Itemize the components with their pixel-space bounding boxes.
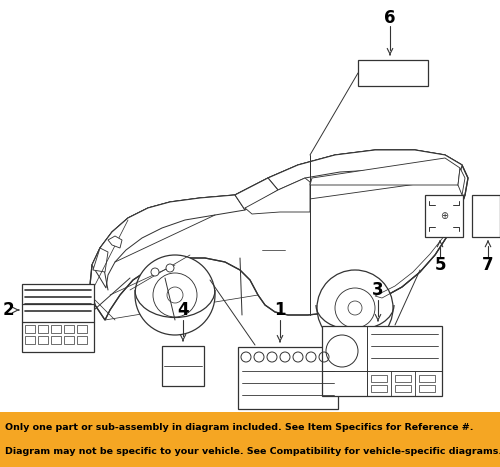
Polygon shape <box>93 248 108 272</box>
Bar <box>51 336 61 344</box>
Polygon shape <box>458 168 465 195</box>
Polygon shape <box>245 178 310 214</box>
Bar <box>64 336 74 344</box>
Text: ⊕: ⊕ <box>440 211 448 221</box>
Text: Diagram may not be specific to your vehicle. See Compatibility for vehicle-speci: Diagram may not be specific to your vehi… <box>5 447 500 456</box>
Bar <box>358 60 428 86</box>
Circle shape <box>166 264 174 272</box>
Bar <box>25 336 35 344</box>
Bar <box>51 325 61 333</box>
Bar <box>322 326 442 396</box>
Text: 2: 2 <box>2 301 14 319</box>
Circle shape <box>151 268 159 276</box>
Bar <box>419 385 435 392</box>
Bar <box>472 195 500 237</box>
Polygon shape <box>268 150 462 190</box>
Bar <box>77 336 87 344</box>
Bar <box>395 375 411 382</box>
Polygon shape <box>90 150 468 320</box>
Bar <box>38 325 48 333</box>
Text: 5: 5 <box>434 256 446 274</box>
Bar <box>419 375 435 382</box>
Bar <box>162 346 204 386</box>
Text: 1: 1 <box>274 301 286 319</box>
Bar <box>64 325 74 333</box>
Bar <box>38 336 48 344</box>
Bar <box>0 412 500 467</box>
Bar <box>77 325 87 333</box>
Bar <box>22 284 94 352</box>
Circle shape <box>135 255 215 335</box>
Polygon shape <box>92 195 245 288</box>
Circle shape <box>317 270 393 346</box>
Text: 3: 3 <box>372 281 384 299</box>
Bar <box>425 195 463 237</box>
Bar <box>25 325 35 333</box>
Polygon shape <box>310 158 460 185</box>
Polygon shape <box>108 236 122 248</box>
Bar <box>371 375 387 382</box>
Polygon shape <box>235 178 278 210</box>
Text: Only one part or sub-assembly in diagram included. See Item Specifics for Refere: Only one part or sub-assembly in diagram… <box>5 423 474 432</box>
Bar <box>371 385 387 392</box>
Text: 6: 6 <box>384 9 396 27</box>
Text: 7: 7 <box>482 256 494 274</box>
Bar <box>238 347 338 409</box>
Text: 4: 4 <box>177 301 189 319</box>
Bar <box>395 385 411 392</box>
